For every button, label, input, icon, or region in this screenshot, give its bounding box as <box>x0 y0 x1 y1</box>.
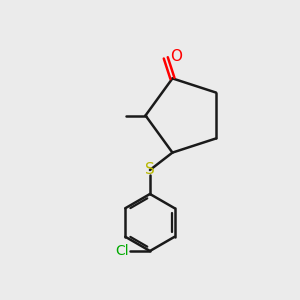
Text: Cl: Cl <box>115 244 129 258</box>
Text: O: O <box>170 49 182 64</box>
Text: S: S <box>145 163 155 178</box>
